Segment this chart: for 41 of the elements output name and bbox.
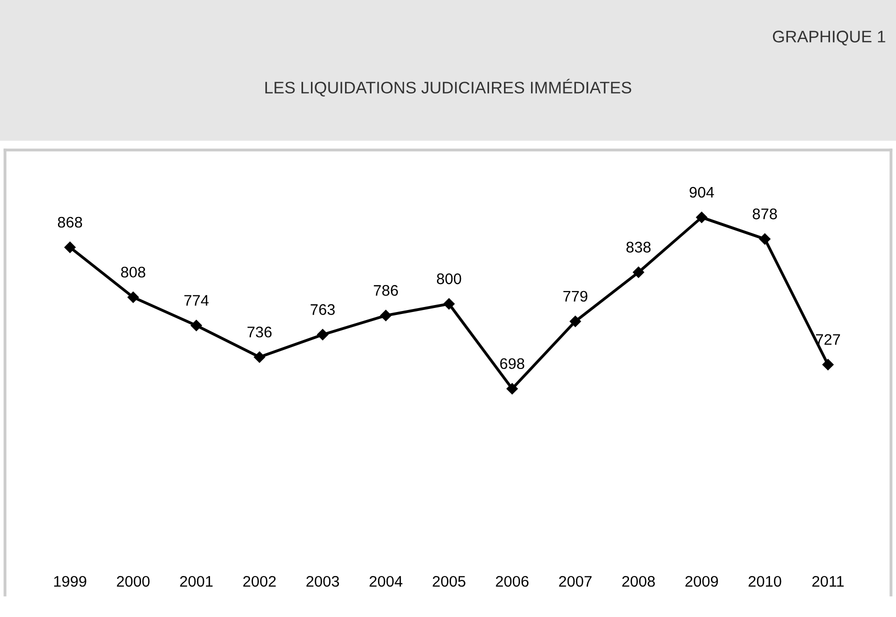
data-label: 763 <box>310 304 335 315</box>
data-label: 878 <box>752 208 777 220</box>
x-tick-label: 2010 <box>748 576 782 587</box>
data-label: 774 <box>184 295 209 306</box>
x-tick-label: 2005 <box>432 576 466 587</box>
x-tick-label: 1999 <box>54 576 86 587</box>
point <box>64 242 76 253</box>
data-label: 868 <box>58 216 82 228</box>
data-label: 786 <box>374 285 398 296</box>
point <box>190 320 202 332</box>
data-label: 800 <box>436 273 462 284</box>
data-label: 904 <box>690 186 714 198</box>
point <box>254 352 266 363</box>
point <box>696 212 708 223</box>
point <box>443 298 455 310</box>
x-tick-label: 2001 <box>180 576 213 587</box>
x-tick-label: 2009 <box>685 576 718 587</box>
point <box>759 233 770 245</box>
point <box>317 329 328 340</box>
data-label: 808 <box>121 266 146 278</box>
x-tick-label: 2008 <box>622 576 655 587</box>
x-tick-label: 2006 <box>496 576 528 587</box>
x-tick-label: 2000 <box>116 576 150 587</box>
point <box>128 292 139 303</box>
data-label: 838 <box>626 242 651 253</box>
data-label: 698 <box>500 358 524 370</box>
point <box>380 310 392 322</box>
chart-title: LES LIQUIDATIONS JUDICIAIRES IMMÉDIATES <box>265 78 632 96</box>
x-tick-label: 2007 <box>559 576 592 587</box>
x-tick-label: 2003 <box>306 576 339 587</box>
data-label: 779 <box>563 290 588 302</box>
data-label: 727 <box>816 334 840 345</box>
point <box>506 383 518 394</box>
x-tick-label: 2011 <box>812 576 844 587</box>
point <box>822 358 834 370</box>
x-tick-label: 2002 <box>243 576 276 587</box>
chart-subtitle: GRAPHIQUE 1 <box>772 30 886 46</box>
point <box>570 316 581 327</box>
point <box>632 266 644 278</box>
data-label: 736 <box>248 326 272 338</box>
x-tick-label: 2004 <box>370 576 402 587</box>
